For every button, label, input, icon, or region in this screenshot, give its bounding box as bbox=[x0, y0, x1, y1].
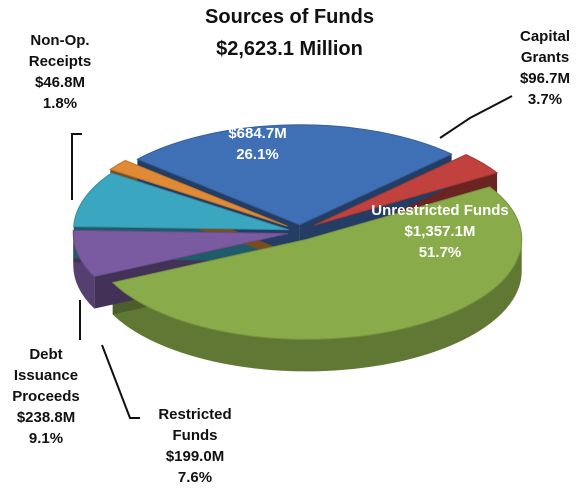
slice-amount: $684.7M bbox=[228, 125, 287, 142]
slice-percent: 51.7% bbox=[418, 244, 462, 261]
pie-slice bbox=[111, 186, 523, 340]
slice-label: Unrestricted Funds $1,357.1M 51.7% bbox=[370, 200, 510, 263]
leader-lines bbox=[71, 95, 513, 419]
slice-amount: $1,357.1M bbox=[404, 223, 476, 240]
chart-title: Sources of Funds bbox=[205, 6, 374, 28]
pie-slice-side bbox=[112, 239, 522, 372]
slice-name: Non-Op. Receipts bbox=[28, 32, 92, 70]
slice-name: Unrestricted Funds bbox=[371, 202, 509, 219]
slice-label: Restricted Funds $199.0M 7.6% bbox=[135, 404, 255, 488]
chart-subtitle: $2,623.1 Million bbox=[216, 38, 363, 60]
slice-label: Debt Issuance Proceeds $238.8M 9.1% bbox=[0, 344, 92, 449]
leader-line bbox=[71, 133, 82, 200]
slice-label: Non-Op. Receipts $46.8M 1.8% bbox=[10, 30, 110, 114]
pie-slice bbox=[136, 124, 453, 226]
slice-percent: 7.6% bbox=[177, 469, 213, 486]
pie-tops bbox=[72, 124, 523, 340]
leader-line bbox=[101, 344, 140, 419]
slice-percent: 1.8% bbox=[42, 95, 78, 112]
slice-label: Capital Grants $96.7M 3.7% bbox=[505, 26, 579, 110]
pie-slice bbox=[313, 154, 499, 226]
pie-slice bbox=[109, 159, 288, 227]
slice-amount: $96.7M bbox=[519, 70, 571, 87]
slice-label: Operating Receipts $684.7M 26.1% bbox=[175, 102, 340, 165]
slice-name: Debt Issuance Proceeds bbox=[12, 346, 80, 405]
pie-slice-side bbox=[73, 233, 95, 309]
slice-percent: 3.7% bbox=[527, 91, 563, 108]
pie-slice bbox=[72, 229, 289, 278]
slice-name: Restricted Funds bbox=[158, 406, 232, 444]
slice-amount: $199.0M bbox=[165, 448, 225, 465]
slice-amount: $46.8M bbox=[34, 74, 86, 91]
slice-amount: $238.8M bbox=[16, 409, 76, 426]
pie-slice bbox=[73, 172, 289, 231]
slice-percent: 26.1% bbox=[236, 146, 279, 163]
slice-name: Operating Receipts bbox=[188, 104, 327, 121]
slice-name: Capital Grants bbox=[519, 28, 570, 66]
slice-percent: 9.1% bbox=[28, 430, 64, 447]
leader-line bbox=[439, 95, 513, 139]
